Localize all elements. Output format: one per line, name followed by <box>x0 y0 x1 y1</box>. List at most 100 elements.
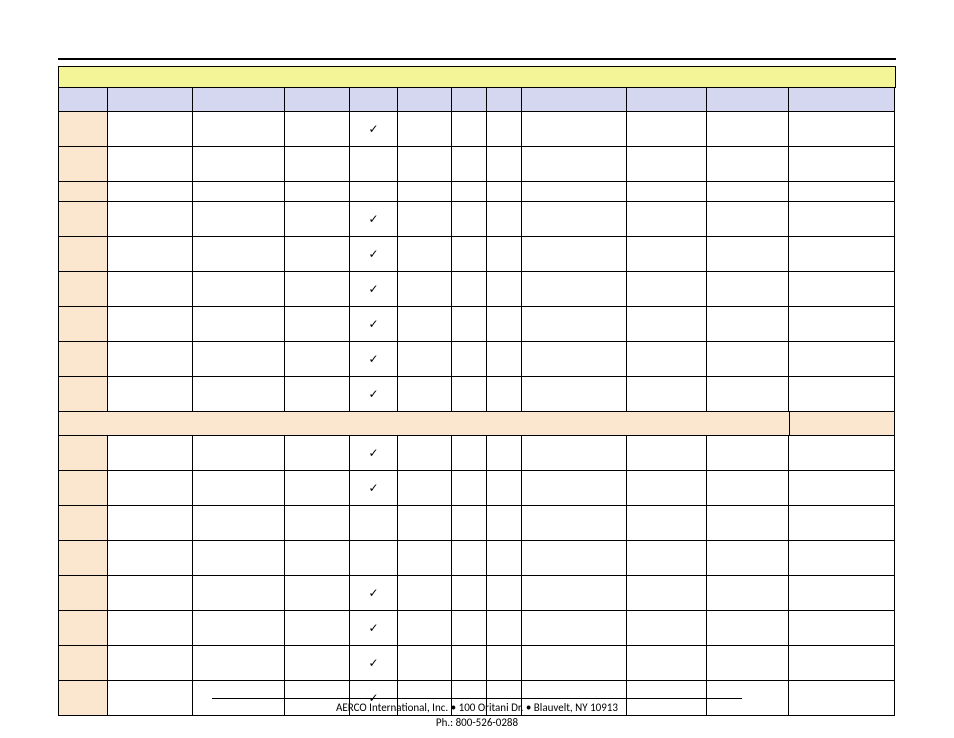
table-cell <box>108 307 193 342</box>
table-cell <box>285 646 350 681</box>
checkmark-cell: ✓ <box>350 112 398 147</box>
table-row: ✓ <box>58 471 896 506</box>
table-cell <box>707 377 789 412</box>
header-cell-4 <box>350 88 398 112</box>
table-cell <box>452 576 487 611</box>
table-row: ✓ <box>58 112 896 147</box>
table-cell <box>285 342 350 377</box>
table-cell <box>487 541 522 576</box>
table-cell <box>789 611 895 646</box>
table-cell <box>627 202 707 237</box>
table-cell <box>707 182 789 202</box>
table-cell <box>452 611 487 646</box>
checkmark-cell: ✓ <box>350 646 398 681</box>
table-cell <box>707 147 789 182</box>
table-cell <box>193 541 285 576</box>
table-cell <box>789 541 895 576</box>
table-cell <box>398 307 452 342</box>
table-cell <box>58 272 108 307</box>
table-cell <box>108 436 193 471</box>
table-cell <box>58 377 108 412</box>
table-cell <box>452 541 487 576</box>
table-cell <box>285 147 350 182</box>
table-body: ✓✓✓✓✓✓✓✓✓✓✓✓✓ <box>58 112 896 716</box>
table-cell <box>522 506 627 541</box>
table-cell <box>285 272 350 307</box>
table-cell <box>58 436 108 471</box>
table-cell <box>789 182 895 202</box>
header-cell-0 <box>58 88 108 112</box>
table-cell <box>627 471 707 506</box>
table-cell <box>58 182 108 202</box>
checkmark-cell: ✓ <box>350 377 398 412</box>
table-cell <box>627 342 707 377</box>
table-cell <box>108 237 193 272</box>
table-cell <box>789 307 895 342</box>
table-cell <box>58 237 108 272</box>
table-cell <box>789 237 895 272</box>
table-cell <box>522 112 627 147</box>
table-cell <box>350 147 398 182</box>
table-cell <box>285 182 350 202</box>
table-cell <box>108 646 193 681</box>
table-cell <box>789 471 895 506</box>
footer-rule <box>212 698 742 699</box>
table-cell <box>487 377 522 412</box>
checkmark-cell: ✓ <box>350 342 398 377</box>
header-cell-5 <box>398 88 452 112</box>
table-cell <box>452 471 487 506</box>
table-cell <box>398 506 452 541</box>
table-row: ✓ <box>58 202 896 237</box>
table-cell <box>452 182 487 202</box>
table-cell <box>707 541 789 576</box>
table-cell <box>627 182 707 202</box>
table-cell <box>193 202 285 237</box>
table-cell <box>193 436 285 471</box>
table-cell <box>350 182 398 202</box>
header-cell-10 <box>707 88 789 112</box>
table-cell <box>487 112 522 147</box>
table-cell <box>707 506 789 541</box>
table-cell <box>487 611 522 646</box>
table-cell <box>285 611 350 646</box>
table-cell <box>789 436 895 471</box>
table-cell <box>522 471 627 506</box>
section-bar <box>58 412 789 436</box>
header-cell-9 <box>627 88 707 112</box>
table-cell <box>487 272 522 307</box>
table-cell <box>108 182 193 202</box>
table-cell <box>285 202 350 237</box>
checkmark-cell: ✓ <box>350 611 398 646</box>
table-cell <box>789 202 895 237</box>
table-cell <box>789 272 895 307</box>
table-cell <box>452 272 487 307</box>
table-cell <box>108 576 193 611</box>
table-cell <box>789 147 895 182</box>
table-row <box>58 541 896 576</box>
table-cell <box>707 202 789 237</box>
table-cell <box>285 471 350 506</box>
table-row: ✓ <box>58 342 896 377</box>
table-cell <box>398 342 452 377</box>
table-cell <box>487 202 522 237</box>
table-cell <box>398 377 452 412</box>
table-cell <box>452 307 487 342</box>
table-cell <box>789 576 895 611</box>
table-cell <box>108 272 193 307</box>
table-cell <box>58 646 108 681</box>
table-row: ✓ <box>58 436 896 471</box>
table-row: ✓ <box>58 576 896 611</box>
table-cell <box>452 237 487 272</box>
table-cell <box>193 471 285 506</box>
table-cell <box>398 202 452 237</box>
table-cell <box>487 307 522 342</box>
table-cell <box>285 506 350 541</box>
checkmark-cell: ✓ <box>350 272 398 307</box>
table-cell <box>285 436 350 471</box>
table-cell <box>58 611 108 646</box>
table-cell <box>398 611 452 646</box>
table-cell <box>452 342 487 377</box>
table-cell <box>522 541 627 576</box>
table-cell <box>108 112 193 147</box>
table-cell <box>58 307 108 342</box>
